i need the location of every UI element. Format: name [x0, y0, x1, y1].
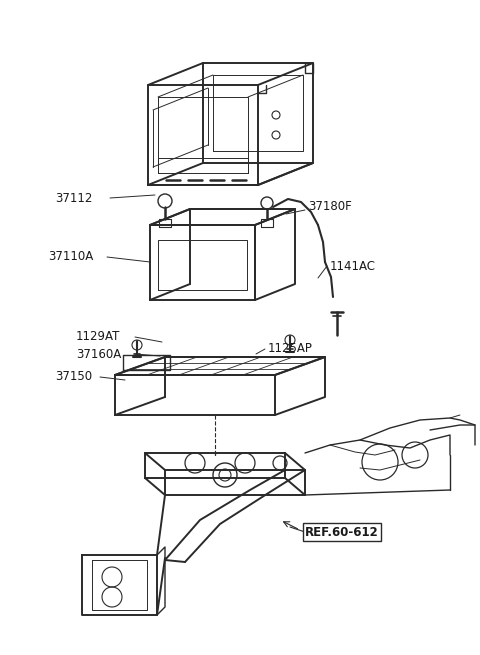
- Text: 1129AT: 1129AT: [76, 331, 120, 343]
- Text: 37150: 37150: [55, 371, 92, 383]
- Text: 37180F: 37180F: [308, 200, 352, 214]
- Text: 1141AC: 1141AC: [330, 259, 376, 272]
- Text: 1125AP: 1125AP: [268, 343, 313, 356]
- Text: 37112: 37112: [55, 191, 92, 204]
- Text: REF.60-612: REF.60-612: [305, 525, 379, 538]
- Text: 37110A: 37110A: [48, 250, 93, 263]
- Text: 37160A: 37160A: [76, 348, 121, 360]
